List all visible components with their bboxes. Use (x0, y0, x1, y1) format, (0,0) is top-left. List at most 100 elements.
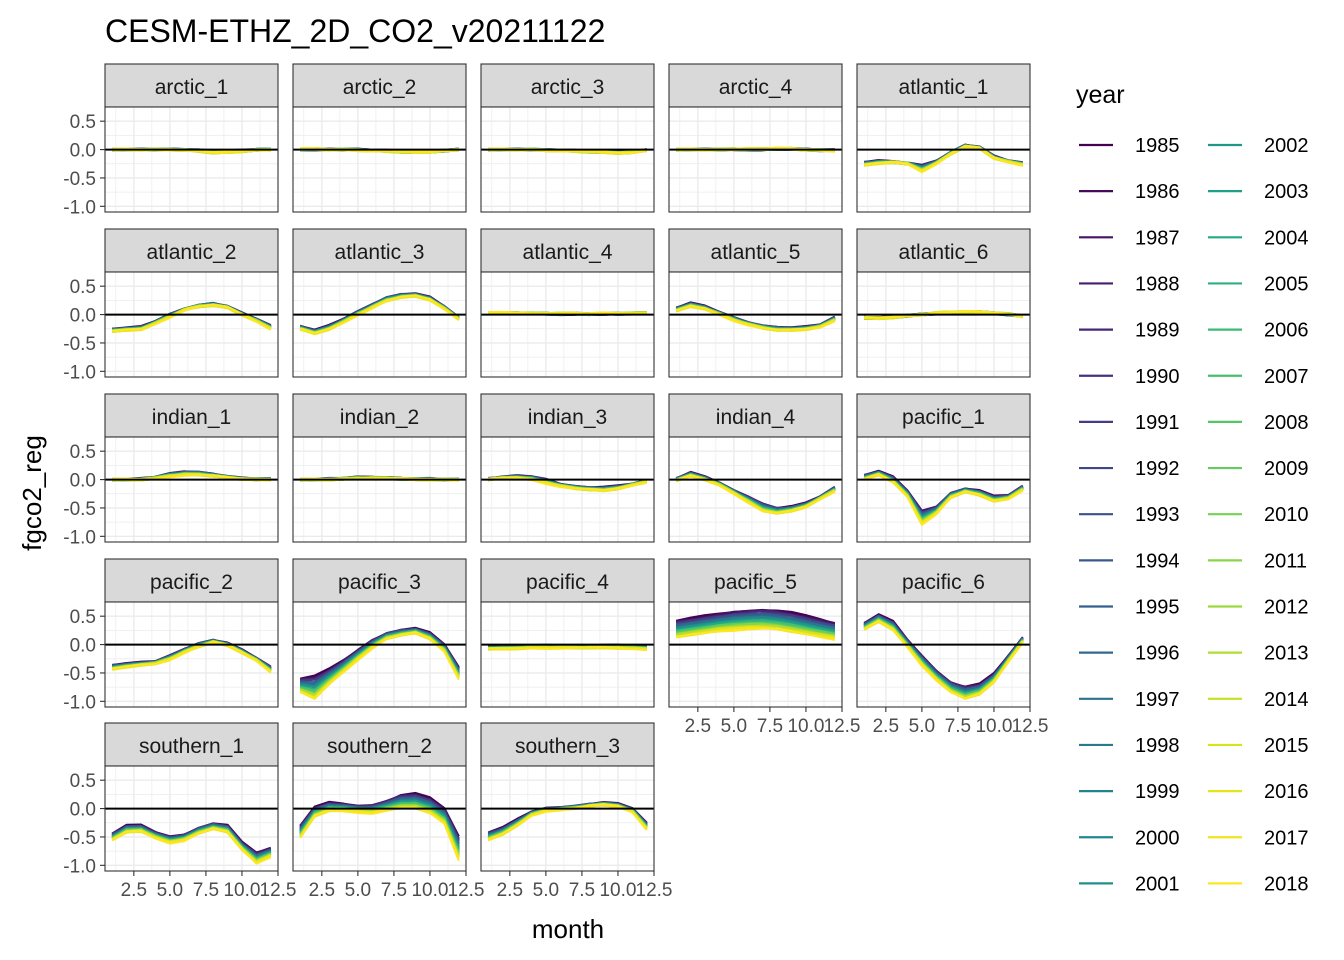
legend-label: 2000 (1135, 827, 1180, 849)
series-line-2018 (112, 640, 272, 674)
panel-border (480, 601, 655, 708)
panel-border (104, 765, 279, 872)
facet-strip (292, 393, 467, 438)
facet-strip (856, 63, 1031, 108)
series-lines (675, 470, 836, 515)
x-tick-label: 5.0 (909, 716, 935, 737)
panel-border (668, 436, 843, 543)
legend-label: 2010 (1264, 504, 1309, 526)
facet-strip-label: atlantic_6 (899, 241, 989, 264)
legend-item-2015: 2015 (1208, 735, 1309, 757)
facet-panel-atlantic_6: atlantic_6 (856, 228, 1031, 378)
legend-item-2011: 2011 (1208, 550, 1307, 572)
x-tick-label: 5.0 (157, 880, 183, 901)
legend-item-2005: 2005 (1208, 273, 1309, 295)
legend-label: 1997 (1135, 689, 1180, 711)
x-tick-label: 12.5 (448, 880, 485, 901)
panel-border (292, 271, 467, 378)
legend-label: 1993 (1135, 504, 1180, 526)
legend-label: 1991 (1135, 412, 1180, 434)
facet-strip-label: atlantic_5 (711, 241, 801, 264)
legend-item-2003: 2003 (1208, 181, 1309, 203)
facet-panel-pacific_3: pacific_3 (292, 558, 467, 708)
facet-panel-indian_2: indian_2 (292, 393, 467, 543)
facet-strip-label: indian_1 (152, 406, 231, 429)
panel-border (104, 106, 279, 213)
facet-strip-label: pacific_1 (902, 406, 985, 429)
x-tick-label: 7.5 (569, 880, 595, 901)
legend-label: 2012 (1264, 597, 1309, 619)
y-tick-label: 0.5 (70, 771, 96, 792)
facet-strip-label: southern_2 (327, 735, 432, 758)
y-tick-label: 0.5 (70, 277, 96, 298)
plot-background (105, 437, 278, 542)
facet-strip (668, 558, 843, 603)
panel-border (480, 436, 655, 543)
grid (857, 601, 1030, 707)
y-tick-label: -1.0 (63, 856, 96, 877)
legend-label: 2011 (1264, 550, 1307, 572)
facet-strip (480, 722, 655, 767)
y-tick-label: -0.5 (63, 664, 96, 685)
legend-label: 2002 (1264, 135, 1309, 157)
panel-border (480, 271, 655, 378)
facet-panels: arctic_1 0.5 0.0 -0.5 -1.0 arctic_2 arctic_3 ar… (63, 63, 1048, 901)
panel-border (668, 601, 843, 708)
panel-border (856, 271, 1031, 378)
facet-strip-label: atlantic_4 (523, 241, 613, 264)
legend-item-2007: 2007 (1208, 366, 1309, 388)
facet-panel-atlantic_5: atlantic_5 (668, 228, 843, 378)
facet-strip-label: atlantic_3 (335, 241, 425, 264)
x-tick-label: 7.5 (757, 716, 783, 737)
legend-item-2002: 2002 (1208, 135, 1309, 157)
legend-label: 1989 (1135, 320, 1180, 342)
legend-label: 2017 (1264, 827, 1309, 849)
x-tick-label: 2.5 (497, 880, 523, 901)
series-line-2018 (863, 619, 1024, 700)
plot-background (105, 107, 278, 212)
legend-item-2009: 2009 (1208, 458, 1309, 480)
facet-panel-atlantic_3: atlantic_3 (292, 228, 467, 378)
legend-item-2013: 2013 (1208, 643, 1309, 665)
legend-item-2004: 2004 (1208, 227, 1309, 249)
plot-background (481, 272, 654, 377)
facet-strip-label: pacific_2 (150, 571, 233, 594)
facet-strip (668, 228, 843, 273)
series-lines (299, 626, 460, 700)
year-legend: year 1985 1986 1987 1988 1989 1990 1991 1992 199… (1076, 81, 1309, 895)
x-tick-label: 7.5 (193, 880, 219, 901)
legend-label: 1996 (1135, 643, 1180, 665)
panel-border (856, 436, 1031, 543)
facet-strip-label: atlantic_1 (899, 76, 989, 99)
facet-strip (668, 393, 843, 438)
facet-panel-southern_3: southern_3 2.5 5.0 7.5 10.0 12.5 (480, 722, 672, 901)
plot-background (293, 437, 466, 542)
plot-background (669, 107, 842, 212)
legend-item-1986: 1986 (1079, 181, 1180, 203)
facet-panel-pacific_5: pacific_5 2.5 5.0 7.5 10.0 12.5 (668, 558, 860, 737)
legend-label: 1988 (1135, 273, 1180, 295)
plot-background (481, 107, 654, 212)
legend-label: 2015 (1264, 735, 1309, 757)
panel-border (292, 436, 467, 543)
y-axis-title: fgco2_reg (17, 435, 47, 551)
facet-panel-atlantic_4: atlantic_4 (480, 228, 655, 378)
legend-item-1985: 1985 (1079, 135, 1180, 157)
legend-label: 2005 (1264, 273, 1309, 295)
y-tick-label: 0.5 (70, 112, 96, 133)
facet-strip (856, 393, 1031, 438)
series-line-2018 (111, 827, 272, 865)
legend-item-1988: 1988 (1079, 273, 1180, 295)
facet-panel-atlantic_2: atlantic_2 0.5 0.0 -0.5 -1.0 (63, 228, 279, 383)
x-tick-label: 10.0 (599, 880, 636, 901)
legend-title: year (1076, 81, 1125, 109)
legend-item-1992: 1992 (1079, 458, 1180, 480)
legend-label: 1998 (1135, 735, 1180, 757)
plot-background (857, 272, 1030, 377)
panel-border (480, 765, 655, 872)
panel-border (292, 601, 467, 708)
legend-label: 1992 (1135, 458, 1180, 480)
facet-strip (292, 722, 467, 767)
facet-panel-southern_2: southern_2 2.5 5.0 7.5 10.0 12.5 (292, 722, 485, 901)
